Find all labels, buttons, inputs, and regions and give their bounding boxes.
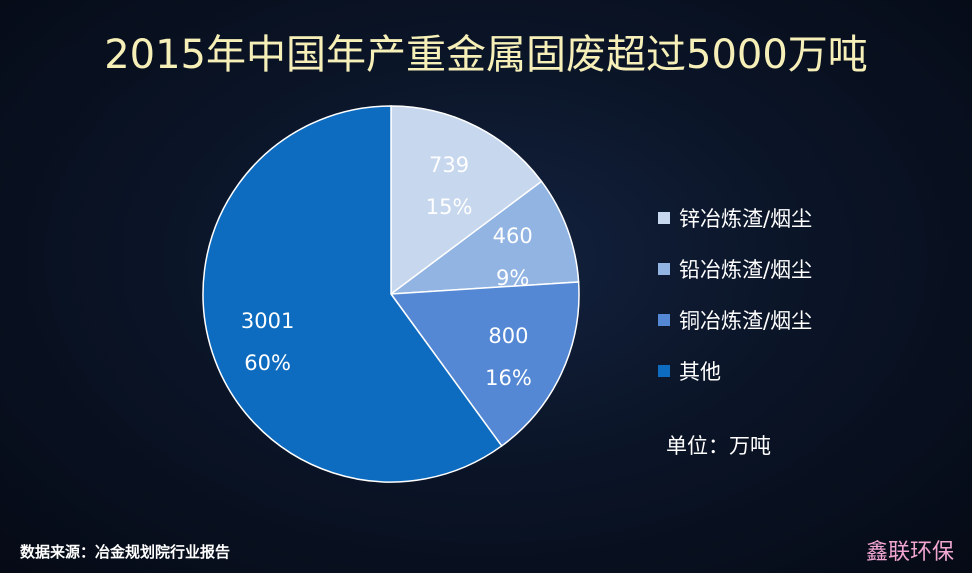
slice-value-label: 800 (488, 324, 528, 348)
chart-title: 2015年中国年产重金属固废超过5000万吨 (104, 32, 868, 78)
legend-item-lead: 铅冶炼渣/烟尘 (658, 255, 812, 283)
legend-label: 锌冶炼渣/烟尘 (679, 207, 813, 231)
legend-item-zinc: 锌冶炼渣/烟尘 (658, 204, 812, 232)
legend: 锌冶炼渣/烟尘 铅冶炼渣/烟尘 铜冶炼渣/烟尘 其他 (658, 204, 812, 408)
pie-slice (388, 180, 580, 295)
legend-swatch (658, 365, 670, 377)
pie-slices (202, 105, 580, 483)
legend-label: 铅冶炼渣/烟尘 (679, 258, 813, 282)
slice-value-label: 3001 (241, 309, 294, 333)
pie-slice (390, 105, 543, 296)
pie-slice (202, 105, 503, 483)
pie-slice (389, 281, 580, 448)
slice-value-label: 460 (493, 224, 533, 248)
slice-percent-label: 15% (426, 195, 473, 219)
legend-label: 铜冶炼渣/烟尘 (679, 309, 813, 333)
unit-label: 单位：万吨 (666, 434, 771, 458)
watermark-logo-text: 鑫联环保 (865, 540, 954, 565)
slice-percent-label: 9% (496, 266, 529, 290)
legend-swatch (658, 212, 670, 224)
legend-item-copper: 铜冶炼渣/烟尘 (658, 306, 812, 334)
source-note: 数据来源：冶金规划院行业报告 (20, 543, 231, 561)
slice-percent-label: 16% (485, 366, 532, 390)
legend-swatch (658, 263, 670, 275)
slice-value-label: 739 (429, 153, 469, 177)
pie-data-labels: 739 15% 460 9% 800 16% 3001 60% (241, 153, 533, 390)
legend-item-other: 其他 (658, 357, 812, 385)
legend-swatch (658, 314, 670, 326)
legend-label: 其他 (679, 360, 721, 384)
slice-percent-label: 60% (244, 351, 291, 375)
